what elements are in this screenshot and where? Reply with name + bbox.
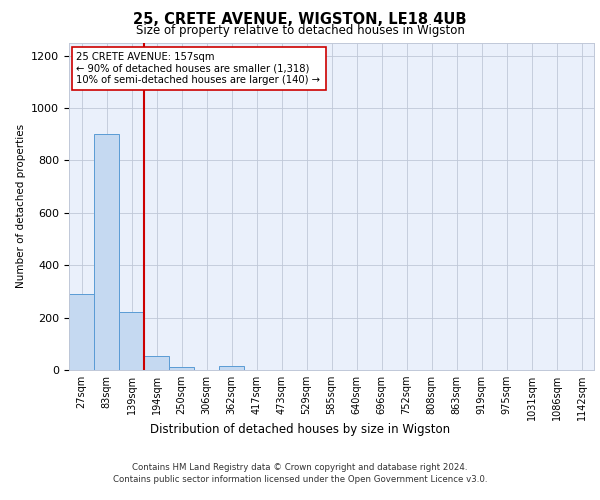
Text: Size of property relative to detached houses in Wigston: Size of property relative to detached ho… bbox=[136, 24, 464, 37]
Text: Contains public sector information licensed under the Open Government Licence v3: Contains public sector information licen… bbox=[113, 475, 487, 484]
Bar bbox=[144, 356, 169, 370]
Text: 25 CRETE AVENUE: 157sqm
← 90% of detached houses are smaller (1,318)
10% of semi: 25 CRETE AVENUE: 157sqm ← 90% of detache… bbox=[77, 52, 320, 85]
Y-axis label: Number of detached properties: Number of detached properties bbox=[16, 124, 26, 288]
Bar bbox=[219, 366, 244, 370]
Bar bbox=[119, 312, 144, 370]
Bar bbox=[94, 134, 119, 370]
Text: 25, CRETE AVENUE, WIGSTON, LE18 4UB: 25, CRETE AVENUE, WIGSTON, LE18 4UB bbox=[133, 12, 467, 28]
Bar bbox=[169, 368, 194, 370]
Text: Contains HM Land Registry data © Crown copyright and database right 2024.: Contains HM Land Registry data © Crown c… bbox=[132, 462, 468, 471]
Text: Distribution of detached houses by size in Wigston: Distribution of detached houses by size … bbox=[150, 422, 450, 436]
Bar bbox=[69, 294, 94, 370]
